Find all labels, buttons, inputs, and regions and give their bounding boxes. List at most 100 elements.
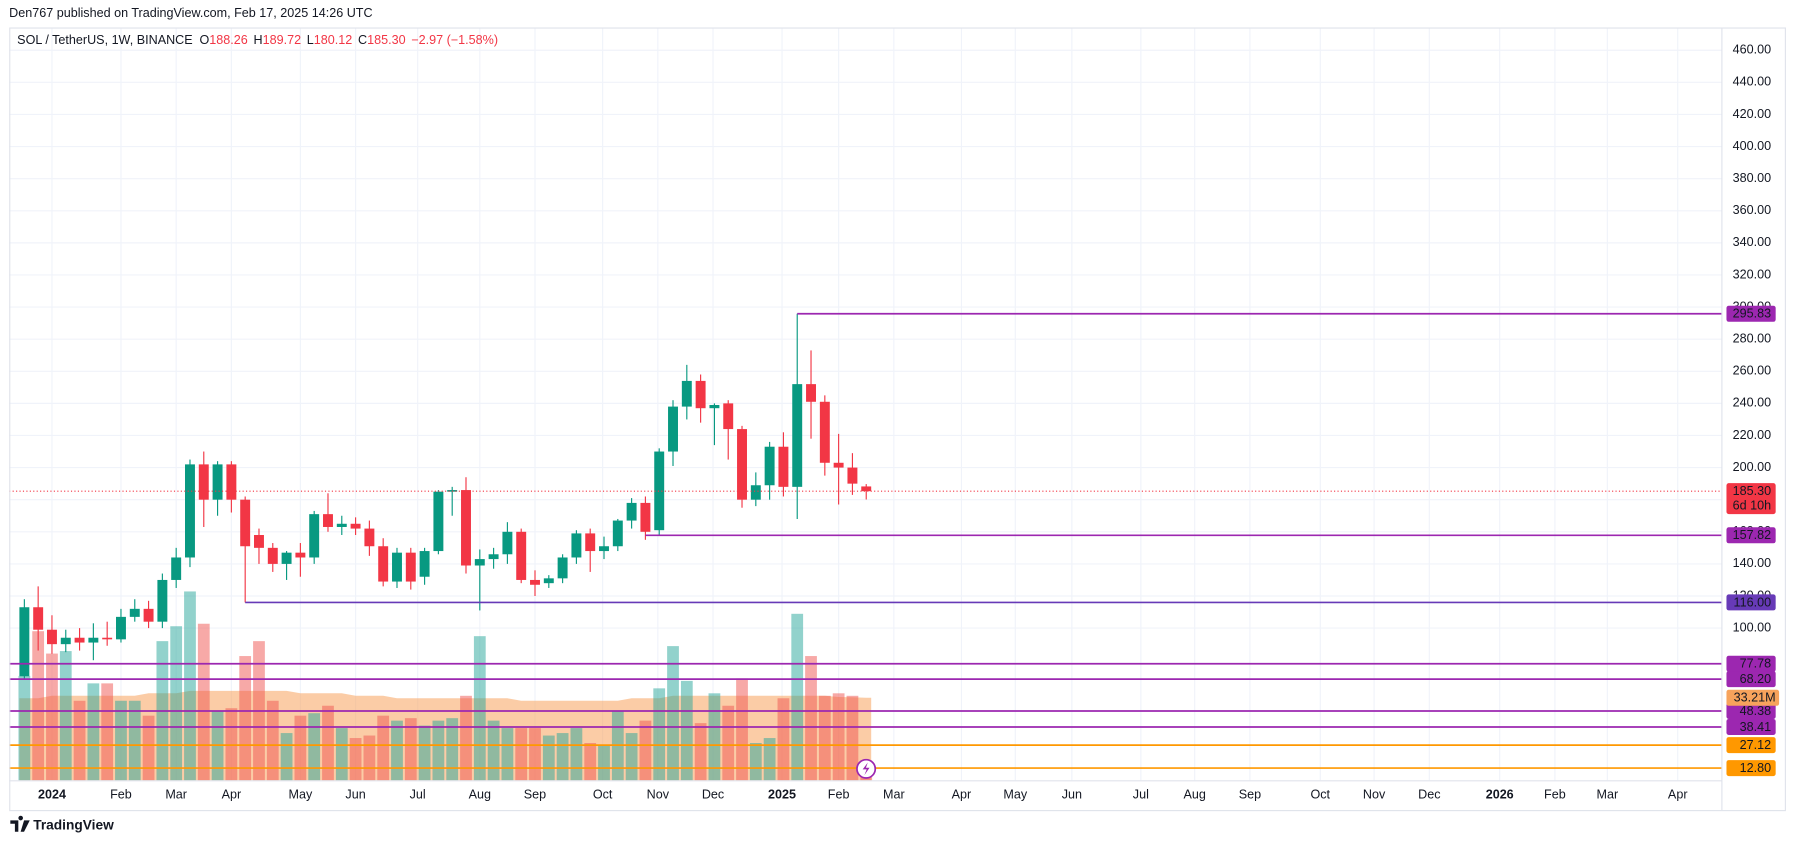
volume-bar: [18, 675, 31, 781]
candle-body: [88, 637, 99, 643]
candle-body: [364, 528, 375, 547]
level-label-box: [1726, 594, 1776, 611]
candle-body: [778, 446, 789, 487]
volume-bar: [570, 728, 583, 781]
y-tick-label: 320.00: [1733, 267, 1771, 281]
volume-bar: [239, 656, 252, 781]
candle-body: [806, 384, 816, 402]
volume-bar: [128, 700, 141, 781]
level-label-box: [1726, 737, 1776, 754]
level-label: 27.12: [1740, 738, 1771, 752]
volume-ma-label: 33.21M: [1734, 691, 1776, 705]
frame: [9, 27, 1786, 812]
candle-body: [392, 552, 402, 582]
candle-body: [612, 520, 623, 547]
candle-body: [654, 451, 665, 531]
ohlc-prefix: C: [358, 34, 367, 48]
x-tick-label: Sep: [1239, 787, 1261, 801]
candle-body: [681, 380, 692, 407]
level-label: 116.00: [1734, 595, 1772, 609]
volume-bar: [846, 695, 859, 781]
x-tick-label: Mar: [165, 787, 187, 801]
volume-bar: [404, 718, 417, 781]
volume-bar: [501, 728, 514, 781]
y-tick-label: 380.00: [1733, 171, 1771, 185]
x-tick-label: 2026: [1486, 787, 1514, 801]
candle-body: [212, 464, 223, 500]
volume-bar: [487, 720, 500, 781]
y-tick-label: 460.00: [1733, 43, 1771, 57]
ohlc-value: 188.26: [209, 34, 247, 48]
candle-body: [668, 406, 678, 452]
ohlc-prefix: O: [200, 34, 210, 48]
volume-bar: [294, 715, 307, 781]
y-tick-label: 140.00: [1733, 556, 1771, 570]
x-tick-label: Apr: [222, 787, 242, 801]
volume-bar: [749, 743, 762, 781]
x-tick-label: 2025: [768, 787, 796, 801]
candle-body: [226, 464, 237, 500]
ohlc-prefix: H: [254, 34, 263, 48]
volume-bar: [639, 720, 652, 781]
volume-bar: [391, 720, 403, 781]
y-tick-label: 220.00: [1733, 428, 1771, 442]
x-tick-label: Mar: [883, 787, 905, 801]
volume-bar: [170, 626, 183, 781]
y-tick-label: 400.00: [1733, 139, 1771, 153]
volume-bar: [308, 713, 321, 781]
volume-bar: [791, 613, 804, 781]
candle-body: [626, 502, 637, 521]
level-label: 12.80: [1740, 761, 1771, 775]
volume-bar: [377, 715, 390, 781]
volume-bar: [473, 636, 486, 781]
grid: [9, 27, 1722, 781]
replay-icon: [856, 758, 877, 779]
volume-bar: [708, 693, 721, 781]
x-tick-label: Dec: [1418, 787, 1440, 801]
volume-bar: [59, 651, 72, 781]
level-label: 77.78: [1740, 657, 1771, 671]
level-label-box: [1726, 305, 1776, 322]
level-label-box: [1726, 702, 1776, 719]
volume-bar: [322, 705, 334, 781]
candle-body: [585, 533, 596, 552]
volume-bar: [515, 728, 528, 781]
y-tick-label: 420.00: [1733, 107, 1771, 121]
volume-bar: [32, 631, 45, 781]
volume-pane: [18, 591, 873, 781]
volume-bar: [832, 693, 845, 781]
volume-bar: [736, 678, 748, 781]
ohlc-prefix: L: [307, 34, 314, 48]
ohlc-value: 180.12: [314, 34, 352, 48]
x-tick-label: Oct: [1310, 787, 1330, 801]
volume-bar: [432, 720, 445, 781]
candle-body: [737, 429, 747, 500]
volume-bar: [115, 700, 127, 781]
logo: TradingView: [10, 815, 114, 833]
x-tick-label: Feb: [828, 787, 850, 801]
candle-body: [157, 579, 168, 622]
current-price-label: 185.30: [1733, 484, 1771, 498]
publisher: Den767 published on TradingView.com, Feb…: [9, 6, 372, 20]
candle-body: [74, 637, 85, 643]
level-label-box: [1726, 527, 1776, 544]
volume-bar: [142, 715, 155, 781]
volume-bar: [446, 718, 459, 781]
candle-body: [474, 559, 485, 566]
candle-body: [129, 608, 140, 617]
candle-body: [709, 404, 720, 409]
volume-bar: [777, 698, 790, 781]
y-tick-label: 360.00: [1733, 203, 1771, 217]
x-tick-label: Nov: [1363, 787, 1386, 801]
volume-bar: [680, 680, 693, 781]
volume-bar: [418, 725, 431, 781]
level-label: 157.82: [1733, 528, 1771, 542]
level-label: 295.83: [1733, 307, 1771, 321]
volume-bar: [529, 728, 541, 781]
candle-body: [336, 523, 347, 527]
ohlc-value: 189.72: [263, 34, 301, 48]
volume-bar: [722, 705, 735, 781]
candle-body: [19, 607, 30, 677]
